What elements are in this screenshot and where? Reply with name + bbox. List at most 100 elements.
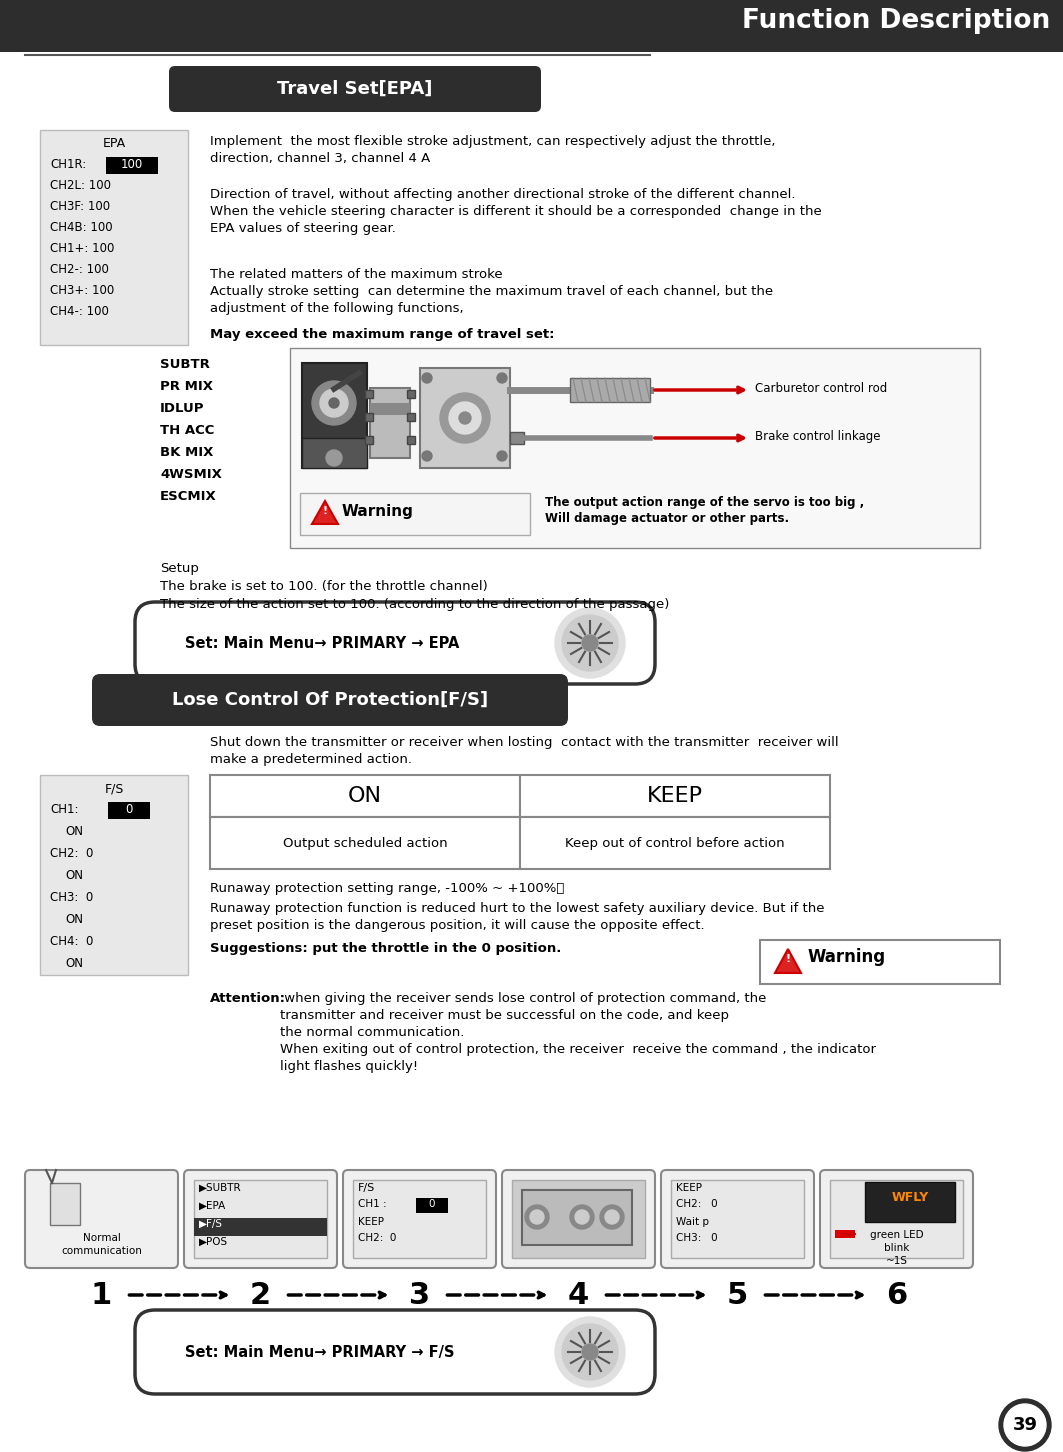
Bar — [570, 378, 649, 402]
Circle shape — [575, 1210, 589, 1224]
Text: CH4B: 100: CH4B: 100 — [50, 221, 113, 234]
Bar — [830, 1180, 963, 1257]
Text: CH2-: 100: CH2-: 100 — [50, 263, 108, 276]
Circle shape — [555, 1317, 625, 1387]
Text: Wait p: Wait p — [676, 1217, 709, 1227]
Text: Function Description: Function Description — [742, 9, 1050, 33]
Circle shape — [497, 373, 507, 383]
Circle shape — [555, 608, 625, 678]
Text: KEEP: KEEP — [358, 1217, 384, 1227]
Text: Suggestions: put the throttle in the 0 position.: Suggestions: put the throttle in the 0 p… — [210, 942, 561, 955]
Circle shape — [570, 1205, 594, 1228]
Text: ON: ON — [348, 786, 382, 806]
Text: 100: 100 — [121, 158, 144, 171]
Text: CH3:   0: CH3: 0 — [676, 1233, 718, 1243]
Bar — [302, 439, 367, 468]
Text: May exceed the maximum range of travel set:: May exceed the maximum range of travel s… — [210, 328, 555, 341]
Text: Set: Main Menu→ PRIMARY → EPA: Set: Main Menu→ PRIMARY → EPA — [185, 636, 459, 650]
Text: ON: ON — [65, 868, 83, 881]
FancyBboxPatch shape — [169, 65, 541, 112]
Bar — [210, 775, 520, 817]
Text: EPA: EPA — [102, 136, 125, 150]
Circle shape — [313, 380, 356, 425]
Bar — [510, 433, 524, 444]
Text: CH1:: CH1: — [50, 803, 79, 816]
Bar — [865, 1182, 955, 1223]
Text: PR MIX: PR MIX — [161, 380, 213, 393]
Circle shape — [600, 1205, 624, 1228]
Text: Travel Set[EPA]: Travel Set[EPA] — [277, 80, 433, 97]
Bar — [108, 802, 150, 819]
Text: IDLUP: IDLUP — [161, 402, 204, 415]
Circle shape — [562, 616, 618, 671]
Text: TH ACC: TH ACC — [161, 424, 215, 437]
Bar — [522, 1191, 632, 1244]
Circle shape — [530, 1210, 544, 1224]
Text: 4: 4 — [568, 1281, 589, 1310]
Text: Carburetor control rod: Carburetor control rod — [755, 382, 888, 395]
Circle shape — [525, 1205, 549, 1228]
Text: CH3+: 100: CH3+: 100 — [50, 285, 114, 298]
Text: Lose Control Of Protection[F/S]: Lose Control Of Protection[F/S] — [172, 691, 488, 709]
Bar — [836, 1230, 855, 1239]
Text: 1: 1 — [90, 1281, 112, 1310]
Text: The brake is set to 100. (for the throttle channel): The brake is set to 100. (for the thrott… — [161, 579, 488, 592]
Circle shape — [449, 402, 480, 434]
Text: ▶F/S: ▶F/S — [199, 1220, 223, 1228]
Text: CH2:   0: CH2: 0 — [676, 1199, 718, 1210]
Text: CH2:  0: CH2: 0 — [50, 847, 94, 860]
Bar — [40, 775, 188, 974]
Bar — [671, 1180, 804, 1257]
Text: Direction of travel, without affecting another directional stroke of the differe: Direction of travel, without affecting a… — [210, 187, 822, 235]
Circle shape — [320, 389, 348, 417]
FancyBboxPatch shape — [26, 1170, 178, 1268]
Text: Output scheduled action: Output scheduled action — [283, 836, 448, 849]
Circle shape — [422, 452, 432, 460]
Text: KEEP: KEEP — [647, 786, 703, 806]
Circle shape — [422, 373, 432, 383]
Bar — [0, 0, 1063, 52]
Text: Set: Main Menu→ PRIMARY → F/S: Set: Main Menu→ PRIMARY → F/S — [185, 1345, 455, 1359]
Bar — [290, 348, 980, 547]
Bar — [353, 1180, 486, 1257]
Text: 3: 3 — [409, 1281, 431, 1310]
Text: BK MIX: BK MIX — [161, 446, 214, 459]
FancyBboxPatch shape — [92, 674, 568, 726]
Bar — [416, 1198, 448, 1212]
Text: ON: ON — [65, 957, 83, 970]
Bar — [302, 363, 367, 468]
Text: The output action range of the servo is too big ,: The output action range of the servo is … — [545, 497, 864, 510]
Bar — [300, 494, 530, 534]
Bar — [407, 436, 415, 444]
Circle shape — [440, 393, 490, 443]
Bar — [407, 391, 415, 398]
Bar — [210, 817, 520, 868]
FancyBboxPatch shape — [184, 1170, 337, 1268]
Text: ▶POS: ▶POS — [199, 1237, 229, 1247]
Circle shape — [583, 1345, 598, 1361]
Text: ▶SUBTR: ▶SUBTR — [199, 1183, 241, 1194]
Text: 2: 2 — [250, 1281, 271, 1310]
FancyBboxPatch shape — [135, 1310, 655, 1394]
Polygon shape — [313, 501, 338, 524]
Bar — [195, 1218, 327, 1236]
Circle shape — [999, 1398, 1051, 1451]
Bar — [520, 775, 830, 817]
Bar — [420, 367, 510, 468]
Text: CH2:  0: CH2: 0 — [358, 1233, 396, 1243]
Text: 5: 5 — [727, 1281, 748, 1310]
Text: CH1+: 100: CH1+: 100 — [50, 242, 115, 256]
Text: 6: 6 — [885, 1281, 907, 1310]
Text: Warning: Warning — [342, 504, 414, 518]
Text: CH4-: 100: CH4-: 100 — [50, 305, 108, 318]
Text: CH1 :: CH1 : — [358, 1199, 387, 1210]
FancyBboxPatch shape — [502, 1170, 655, 1268]
FancyBboxPatch shape — [661, 1170, 814, 1268]
Text: 39: 39 — [1012, 1416, 1037, 1435]
Text: ON: ON — [65, 913, 83, 926]
Text: Runaway protection function is reduced hurt to the lowest safety auxiliary devic: Runaway protection function is reduced h… — [210, 902, 825, 932]
Circle shape — [326, 450, 342, 466]
Bar — [760, 939, 1000, 984]
Text: 0: 0 — [125, 803, 133, 816]
Circle shape — [459, 412, 471, 424]
